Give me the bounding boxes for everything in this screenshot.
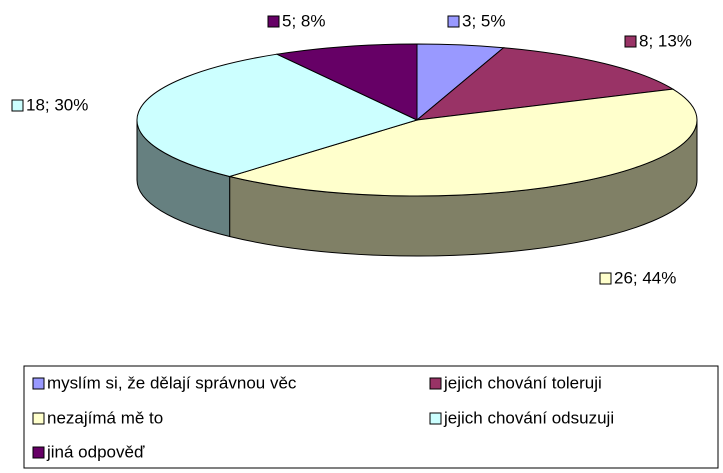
slice [136, 53, 419, 177]
legend-swatch [429, 377, 442, 390]
label-swatch [267, 15, 280, 28]
legend-label: jejich chování toleruji [443, 373, 602, 392]
data-label: 26; 44% [614, 268, 676, 287]
legend-swatch [32, 377, 45, 390]
label-swatch [624, 35, 637, 48]
legend-label: jiná odpověď [46, 442, 145, 461]
legend-swatch [32, 412, 45, 425]
data-label: 18; 30% [26, 95, 88, 114]
legend-label: jejich chování odsuzuji [443, 408, 614, 427]
slice [227, 88, 698, 197]
slice [275, 43, 418, 121]
label-swatch [11, 99, 24, 112]
label-swatch [599, 272, 612, 285]
legend-label: nezajímá mě to [47, 408, 163, 427]
data-label: 3; 5% [462, 11, 505, 30]
label-swatch [447, 15, 460, 28]
data-label: 8; 13% [639, 31, 692, 50]
legend-box [23, 365, 719, 469]
legend-label: myslím si, že dělají správnou věc [47, 373, 297, 392]
legend-swatch [429, 412, 442, 425]
data-label: 5; 8% [282, 11, 325, 30]
slice [415, 47, 675, 121]
legend-swatch [32, 446, 45, 459]
